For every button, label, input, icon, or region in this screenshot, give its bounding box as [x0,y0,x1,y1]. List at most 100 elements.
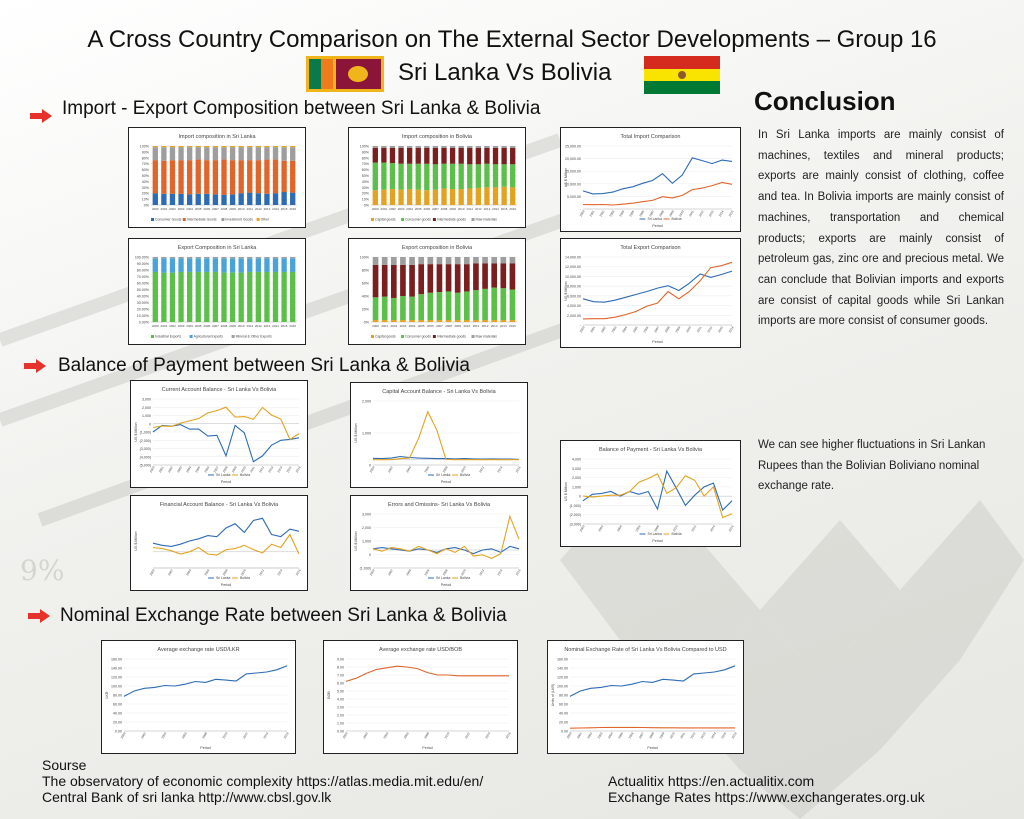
x-tick-label: 2004 [185,568,192,576]
x-axis-title: Period [221,583,231,587]
x-tick-label: 2014 [276,568,283,576]
legend-label: Sri Lanka [216,576,230,580]
bar-segment [463,257,470,265]
x-tick-label: 2002 [390,324,397,328]
y-tick-label: 15,000.00 [565,170,581,174]
bar-segment [290,147,296,161]
x-tick-label: 2012 [258,465,265,473]
y-tick-label: - [580,324,582,328]
bar-segment [400,296,406,321]
bar-segment [264,271,270,322]
bar-segment [463,291,470,321]
x-tick-label: 2000 [579,524,586,532]
series-line [582,261,733,320]
bar-segment [454,320,461,322]
bar-segment [509,320,516,322]
bar-segment [186,258,193,272]
bar-segment [264,193,270,205]
y-tick-label: 160.00 [557,658,568,662]
y-tick-label: 100.00 [111,685,122,689]
bar-segment [492,146,499,148]
x-tick-label: 2000 [342,731,349,739]
x-tick-label: 2002 [599,209,606,217]
bar-segment [492,187,499,205]
bar-segment [473,263,479,291]
series-line [152,517,300,547]
y-tick-label: 3,000 [362,513,371,517]
chart-svg-c3: Total Import Comparison - 5,000.00 10,000.0… [564,134,735,228]
x-tick-label: 2000 [149,465,156,473]
chart-panel-usd-lkr: Average exchange rate USD/LKR 0.00 20.00 40… [101,640,296,754]
bar-segment [229,272,236,322]
x-tick-label: 2015 [286,465,293,473]
x-tick-label: 2006 [203,465,210,473]
bar-segment [169,160,176,194]
chart-svg-c11: Errors and Omissins- Sri Lanka Vs Bolivi… [354,502,522,587]
chart-panel-total-import: Total Import Comparison - 5,000.00 10,000.0… [560,127,741,232]
y-tick-label: 6.00 [337,682,344,686]
bar-segment [424,163,430,191]
bar-segment [178,146,184,148]
bar-segment [152,258,158,272]
bar-segment [390,297,397,321]
x-tick-label: 2011 [688,209,695,217]
x-tick-label: 2009 [659,731,666,739]
x-axis-title: Period [441,583,451,587]
x-tick-label: 2010 [458,207,465,211]
bar-segment [475,146,482,148]
x-tick-label: 2014 [710,731,717,739]
x-tick-label: 2006 [638,209,645,217]
chart-panel-usd-bob: Average exchange rate USD/BOB 0.00 1.00 2.0… [323,640,518,754]
y-tick-label: 2,000 [362,400,371,404]
bar-segment [255,271,262,322]
bar-segment [473,320,479,322]
x-tick-label: 2010 [685,325,692,333]
y-tick-label: (2,000) [570,513,581,517]
bar-segment [264,258,270,272]
x-tick-label: 2004 [607,731,614,739]
x-tick-label: 2008 [222,465,229,473]
bar-segment [436,292,443,321]
y-tick-label: 100% [360,256,370,260]
x-tick-label: 2001 [589,325,596,333]
y-tick-label: 0 [369,464,371,468]
bar-segment [161,160,167,194]
y-tick-label: 140.00 [111,667,122,671]
y-tick-label: 40% [362,295,370,299]
y-tick-label: 1,000 [362,432,371,436]
x-tick-label: 2006 [628,731,635,739]
y-tick-label: 80% [142,156,150,160]
x-axis-title: Period [647,746,657,750]
x-tick-label: 2002 [389,207,396,211]
legend-label: Intermediate Goods [187,218,217,222]
bar-segment [418,264,425,295]
x-tick-label: 2012 [475,207,482,211]
y-tick-label: 90% [142,150,150,154]
chart-svg-c13: Average exchange rate USD/BOB 0.00 1.00 2.0… [327,647,512,750]
y-tick-label: 60.00 [113,703,122,707]
x-tick-label: 2011 [696,325,703,333]
x-tick-label: 2010 [672,524,679,532]
x-tick-label: 2004 [382,731,389,739]
bar-segment [510,147,516,165]
bar-segment [436,320,443,322]
bar-segment [441,147,447,164]
bar-segment [445,291,452,321]
chart-title: Average exchange rate USD/LKR [157,647,239,653]
legend-swatch [432,335,436,338]
bar-segment [390,264,397,298]
x-tick-label: 2016 [728,524,735,532]
bar-segment [264,147,270,160]
y-tick-label: 40% [142,180,150,184]
chart-svg-c5: Export composition in Bolivia 0% 20% 40% 60%… [360,245,517,339]
y-tick-label: 1,000 [142,414,151,418]
x-tick-label: 2012 [689,731,696,739]
x-tick-label: 2006 [403,731,410,739]
bar-segment [491,257,498,264]
y-tick-label: 100% [360,145,370,149]
chart-title: Average exchange rate USD/BOB [379,647,462,653]
bar-segment [432,189,439,205]
x-tick-label: 2016 [283,731,290,739]
bar-segment [372,264,379,298]
x-tick-label: 2001 [161,207,168,211]
